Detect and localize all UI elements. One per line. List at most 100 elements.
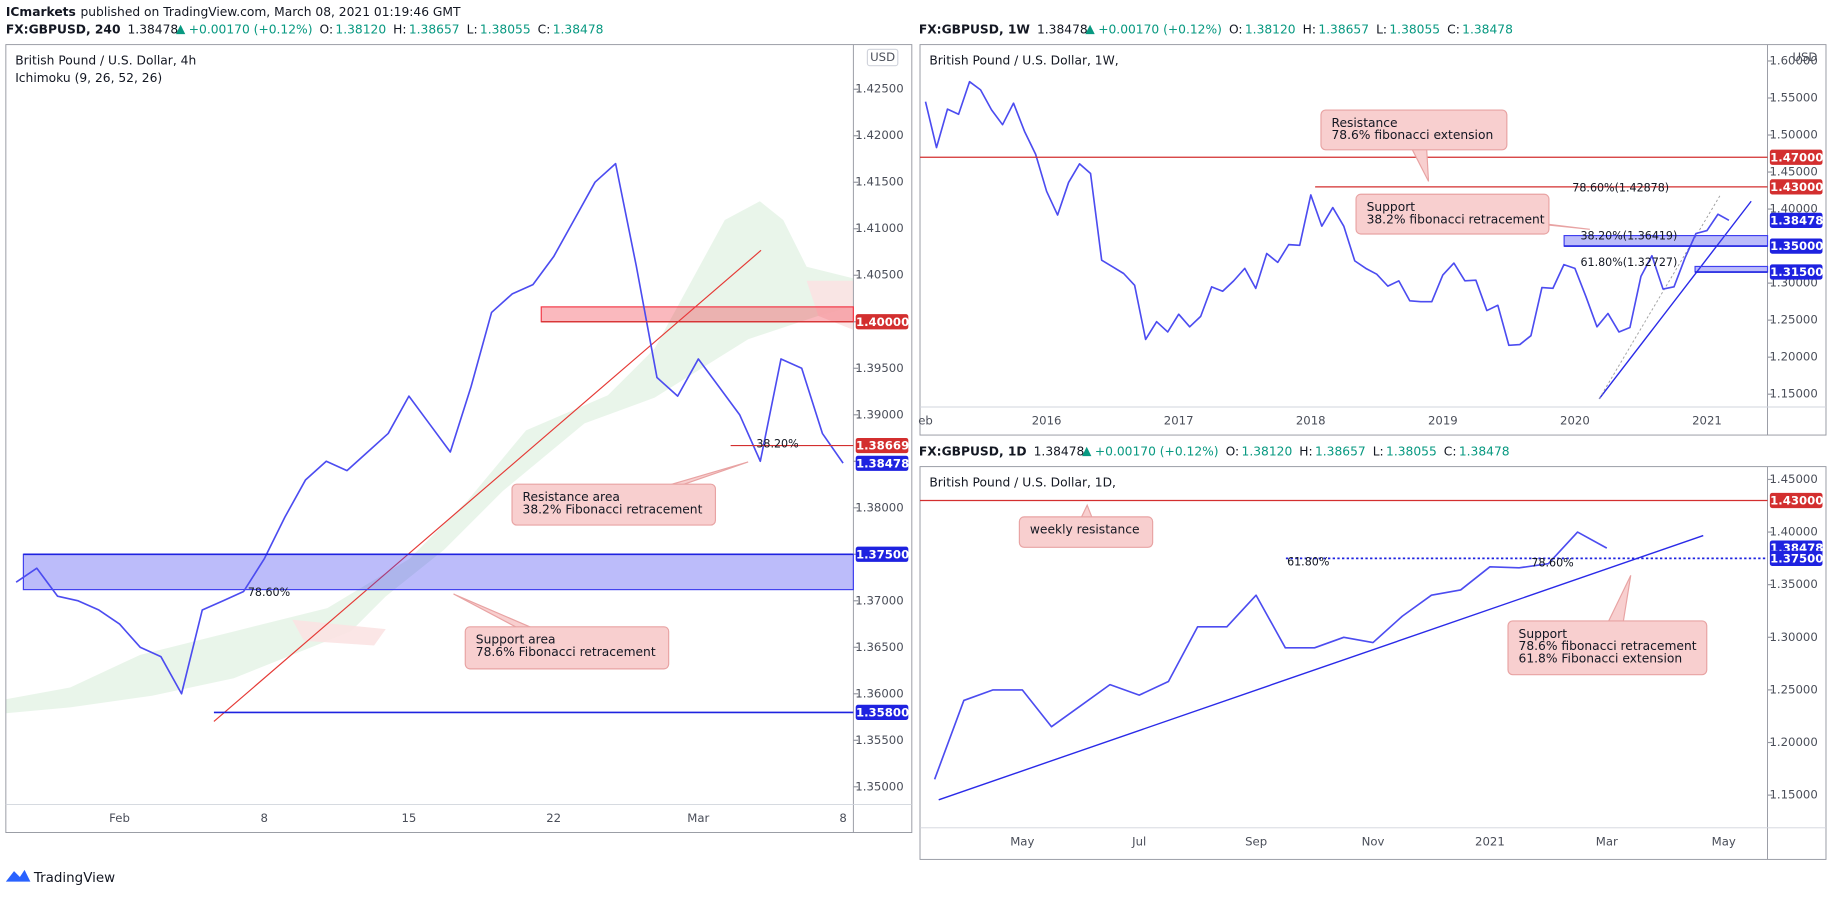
- price-label: 1.37500: [856, 547, 909, 561]
- x-tick-label: 2021: [1692, 414, 1722, 428]
- price-label: 1.31500: [1770, 265, 1823, 279]
- fib-label: 78.60%: [1531, 557, 1573, 570]
- callout-line: weekly resistance: [1030, 522, 1140, 536]
- publisher: ICmarkets: [6, 4, 76, 18]
- callout-line: 38.2% fibonacci retracement: [1367, 212, 1545, 226]
- ohlc-label: O:: [1229, 22, 1243, 36]
- price-label: 1.37500: [1770, 551, 1823, 565]
- y-tick-label: 1.55000: [1769, 90, 1817, 104]
- symbol: FX:GBPUSD, 1D: [919, 444, 1027, 458]
- price-label-box: [855, 704, 909, 720]
- x-tick-label: Nov: [1362, 834, 1385, 848]
- ohlc-label: C:: [1444, 444, 1457, 458]
- y-tick-label: 1.20000: [1769, 350, 1817, 364]
- callout-line: 78.6% fibonacci extension: [1331, 128, 1493, 142]
- price-label: 1.38669: [856, 439, 909, 453]
- symbol-line: FX:GBPUSD, 1W 1.38478: [919, 22, 1088, 36]
- price-label-box: [855, 546, 909, 562]
- x-tick-label: eb: [918, 414, 933, 428]
- change: +0.00170 (+0.12%): [189, 22, 313, 36]
- up-arrow: [1082, 446, 1092, 457]
- x-tick-label: 2021: [1475, 834, 1505, 848]
- price-label: 1.47000: [1770, 150, 1823, 164]
- fib-label: 78.60%(1.42878): [1572, 181, 1669, 194]
- currency-badge: [866, 48, 899, 67]
- ohlc-value: 1.38657: [1318, 22, 1369, 36]
- fib-label: 38.20%(1.36419): [1580, 229, 1677, 242]
- price-label-box: [1769, 492, 1823, 509]
- ohlc-label: C:: [538, 22, 551, 36]
- callout-line: 78.6% fibonacci retracement: [1519, 639, 1697, 653]
- price-label: 1.35000: [1770, 239, 1823, 253]
- callout-text: Resistance area 38.2% Fibonacci retraceme…: [523, 490, 703, 516]
- ichimoku-cloud-bear: [292, 619, 386, 646]
- x-tick-label: 2019: [1428, 414, 1458, 428]
- price-label: 1.43000: [1770, 180, 1823, 194]
- y-tick-label: 1.30000: [1769, 630, 1817, 644]
- zone: [1694, 265, 1769, 273]
- ohlc-label: C:: [1447, 22, 1460, 36]
- x-tick-label: Sep: [1245, 834, 1267, 848]
- x-tick-label: 15: [402, 811, 417, 825]
- price-label-box: [1769, 179, 1823, 195]
- publish-line: ICmarkets published on TradingView.com, M…: [6, 4, 461, 18]
- callout-text: weekly resistance: [1030, 522, 1140, 536]
- price-label-box: [1769, 149, 1823, 165]
- ohlc-label: O:: [320, 22, 334, 36]
- y-tick-label: 1.37000: [855, 593, 903, 607]
- y-tick-label: 1.42500: [855, 82, 903, 96]
- up-arrow: [1085, 24, 1095, 35]
- zone: [540, 306, 854, 323]
- x-tick-label: May: [1010, 834, 1034, 848]
- last-price: 1.38478: [128, 22, 179, 36]
- price-label: 1.43000: [1770, 494, 1823, 508]
- symbol-line: FX:GBPUSD, 1D 1.38478: [919, 444, 1085, 458]
- price-label-box: [855, 437, 909, 454]
- y-tick-label: 1.41000: [855, 221, 903, 235]
- price-label: 1.38478: [1770, 213, 1823, 227]
- y-tick-label: 1.36000: [855, 686, 903, 700]
- callout-box: [1018, 516, 1154, 548]
- chart-frame: [919, 44, 1827, 436]
- x-tick-label: Mar: [687, 811, 709, 825]
- x-tick-label: May: [1712, 834, 1736, 848]
- y-tick-label: 1.39500: [855, 361, 903, 375]
- ohlc-value: 1.38478: [1459, 444, 1510, 458]
- y-tick-label: 1.41500: [855, 175, 903, 189]
- x-tick-label: 8: [839, 811, 846, 825]
- callout-line: Resistance: [1331, 115, 1397, 129]
- y-tick-label: 1.15000: [1769, 788, 1817, 802]
- chart-title: British Pound / U.S. Dollar, 4h: [15, 53, 196, 67]
- x-tick-label: 2018: [1296, 414, 1326, 428]
- callout-line: Support area: [476, 632, 556, 646]
- y-tick-label: 1.35500: [855, 733, 903, 747]
- ohlc-value: 1.38055: [1386, 444, 1437, 458]
- ohlc-value: 1.38055: [480, 22, 531, 36]
- x-tick-label: 2016: [1032, 414, 1062, 428]
- callout-line: Support: [1367, 200, 1416, 214]
- last-price: 1.38478: [1034, 444, 1085, 458]
- price-line: [924, 80, 1730, 347]
- callout-line: 38.2% Fibonacci retracement: [523, 502, 703, 516]
- ohlc-label: L:: [1376, 22, 1387, 36]
- currency-label: USD: [870, 50, 895, 64]
- callout-box: [1355, 193, 1550, 235]
- y-tick-label: 1.39000: [855, 407, 903, 421]
- price-label-box: [1769, 550, 1823, 566]
- fib-line: [1598, 194, 1722, 400]
- callout-box: [464, 626, 670, 670]
- ichimoku-cloud: [5, 201, 854, 714]
- y-tick-label: 1.40000: [1769, 202, 1817, 216]
- ohlc-label: L:: [467, 22, 478, 36]
- x-tick-label: 2017: [1164, 414, 1194, 428]
- chart-frame: [919, 466, 1827, 860]
- y-tick-label: 1.40500: [855, 268, 903, 282]
- y-tick-label: 1.50000: [1769, 128, 1817, 142]
- fib-label: 61.80%: [1287, 555, 1329, 568]
- y-tick-label: 1.45000: [1769, 165, 1817, 179]
- price-label-box: [1769, 238, 1823, 254]
- y-tick-label: 1.60000: [1769, 53, 1817, 67]
